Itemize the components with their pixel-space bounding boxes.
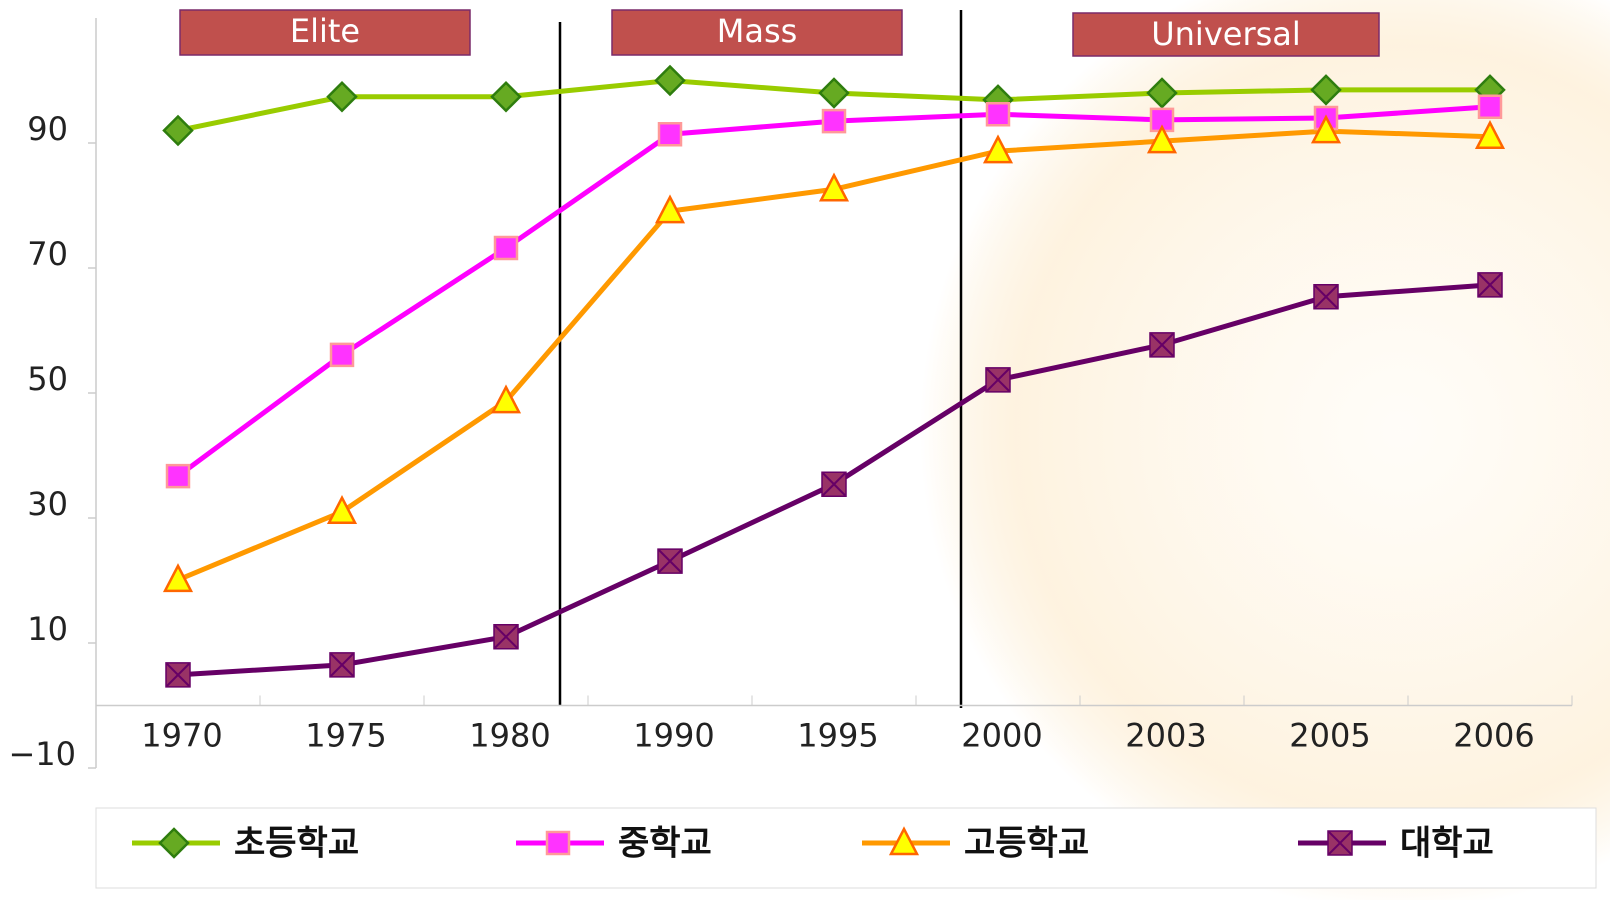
era-box — [611, 9, 903, 56]
y-tick-label: 10 — [27, 610, 68, 648]
marker — [490, 80, 522, 113]
x-tick-label: 1970 — [141, 717, 222, 755]
marker — [1310, 114, 1342, 144]
background-decoration — [920, 0, 1610, 900]
era-box — [179, 9, 471, 56]
marker — [654, 194, 686, 224]
marker — [165, 463, 191, 489]
marker-cross — [822, 472, 846, 496]
legend-label: 대학교 — [1400, 824, 1494, 864]
y-tick-label: 30 — [27, 485, 68, 523]
x-tick-label: 1995 — [797, 717, 878, 755]
marker — [1146, 124, 1178, 154]
marker — [329, 342, 355, 368]
marker — [326, 495, 358, 524]
x-tick-label: 2005 — [1289, 717, 1370, 755]
marker-cross — [986, 368, 1010, 392]
era-label: Universal — [1151, 15, 1301, 53]
x-tick-label: 2003 — [1125, 717, 1206, 755]
marker — [493, 235, 519, 261]
marker — [162, 563, 194, 593]
marker — [1477, 94, 1503, 119]
x-tick-label: 1980 — [469, 717, 550, 755]
marker-cross — [1328, 831, 1352, 855]
marker-cross — [1150, 333, 1174, 357]
marker-cross — [1314, 285, 1338, 309]
marker — [1310, 74, 1342, 106]
plot: −10 10 30 50 70 90 1970 1975 1980 1990 1995 2000 200… — [8, 64, 1573, 864]
marker — [545, 830, 571, 856]
marker — [654, 64, 686, 97]
marker — [1474, 120, 1506, 149]
marker-cross — [166, 663, 190, 687]
marker-cross — [330, 653, 354, 677]
era-label: Mass — [717, 12, 798, 50]
marker — [162, 114, 194, 147]
y-tick-label: 50 — [27, 360, 68, 398]
y-tick-label: 90 — [27, 110, 68, 148]
marker-cross — [1478, 273, 1502, 297]
era-box — [1072, 12, 1380, 57]
marker — [490, 384, 522, 414]
marker — [158, 827, 190, 859]
marker — [657, 122, 683, 147]
marker — [821, 108, 847, 134]
legend-label: 중학교 — [618, 824, 712, 864]
x-tick-label: 1975 — [305, 717, 386, 755]
legend-label: 초등학교 — [234, 824, 359, 864]
era-label: Elite — [290, 12, 360, 50]
y-tick-label: −10 — [8, 735, 76, 773]
marker — [982, 134, 1014, 164]
marker — [326, 80, 358, 113]
marker-cross — [494, 625, 518, 649]
x-tick-label: 2000 — [961, 717, 1042, 755]
marker — [818, 77, 850, 109]
marker — [1146, 77, 1178, 109]
x-tick-label: 1990 — [633, 717, 714, 755]
legend-label: 고등학교 — [964, 824, 1089, 864]
y-tick-label: 70 — [27, 235, 68, 273]
marker — [985, 102, 1011, 127]
marker-cross — [658, 549, 682, 573]
x-tick-label: 2006 — [1453, 717, 1534, 755]
marker — [888, 826, 920, 856]
marker — [818, 172, 850, 202]
